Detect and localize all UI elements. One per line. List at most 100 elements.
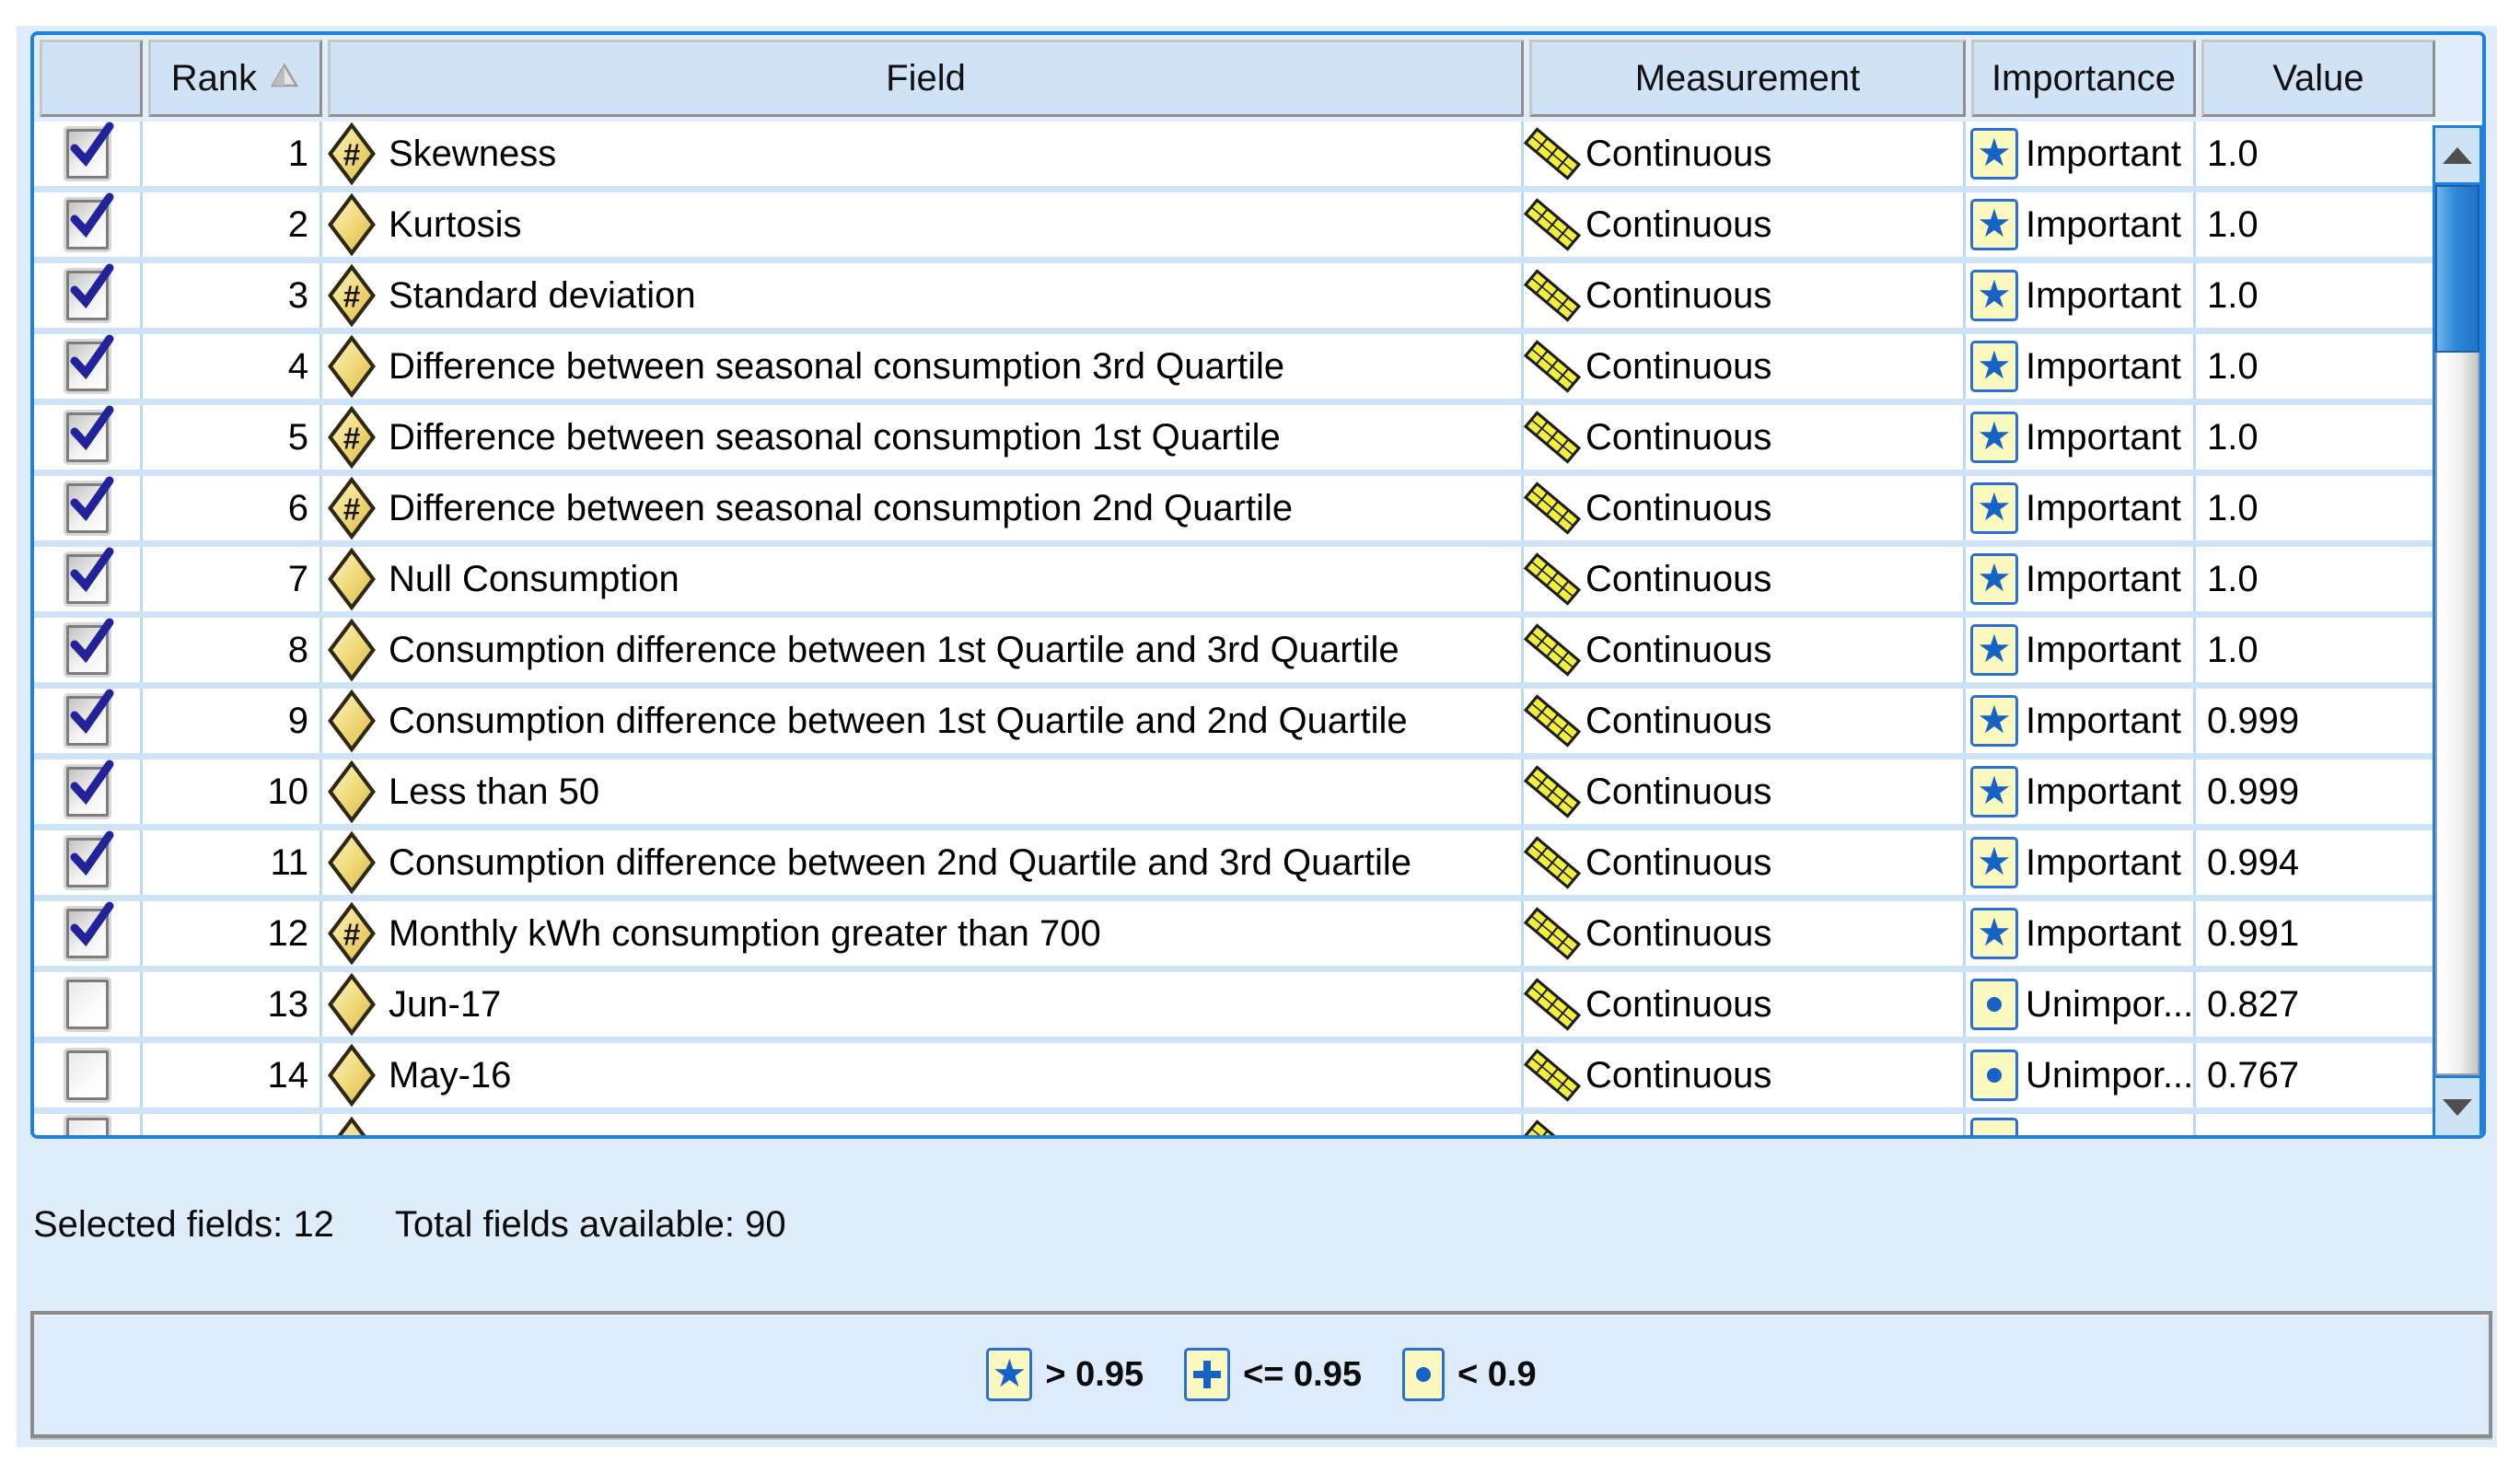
scroll-down-button[interactable] (2435, 1075, 2479, 1135)
checkmark-icon (70, 901, 113, 947)
rank-value: 2 (287, 203, 308, 245)
measurement-cell: Continuous (1523, 476, 1966, 540)
importance-value: Important (2026, 487, 2181, 528)
table-row[interactable]: 9 Consumption difference between 1st Qua… (34, 689, 2482, 760)
importance-value: Unimpor... (2026, 983, 2193, 1025)
rank-value: 14 (267, 1054, 309, 1096)
row-checkbox[interactable] (65, 263, 113, 320)
header-select-column[interactable] (40, 40, 143, 117)
value-number: 1.0 (2207, 416, 2259, 458)
rank-cell: 6 (143, 476, 322, 540)
rank-value: 7 (287, 558, 308, 599)
importance-cell (1966, 1114, 2196, 1135)
continuous-ruler-icon (1523, 480, 1582, 537)
table-row[interactable]: 6 # Difference between seasonal consumpt… (34, 476, 2482, 547)
scrollbar-track[interactable] (2435, 353, 2479, 1075)
field-cell: Consumption difference between 2nd Quart… (322, 830, 1524, 895)
importance-badge-icon: ★ (1970, 482, 2018, 534)
select-cell (34, 1114, 143, 1135)
scroll-up-button[interactable] (2435, 128, 2479, 185)
field-cell: # Monthly kWh consumption greater than 7… (322, 901, 1524, 966)
row-checkbox[interactable] (65, 476, 113, 533)
importance-badge-icon (1970, 1118, 2018, 1135)
table-row[interactable]: 3 # Standard deviation Continuous ★ Impo… (34, 263, 2482, 334)
rank-value: 12 (267, 912, 309, 954)
header-importance-column[interactable]: Importance (1971, 40, 2196, 117)
select-cell (34, 334, 143, 399)
table-row[interactable]: 11 Consumption difference between 2nd Qu… (34, 830, 2482, 901)
importance-cell: ★ Important (1966, 618, 2196, 682)
importance-value: Unimpor... (2026, 1054, 2193, 1096)
svg-text:#: # (343, 279, 360, 313)
row-checkbox[interactable] (65, 689, 113, 746)
field-cell: Consumption difference between 1st Quart… (322, 618, 1524, 682)
measurement-cell: Continuous (1523, 972, 1966, 1037)
measurement-value: Continuous (1585, 345, 1772, 387)
svg-text:#: # (343, 137, 360, 171)
header-measurement-column[interactable]: Measurement (1529, 40, 1966, 117)
field-name: Standard deviation (389, 274, 696, 316)
row-checkbox[interactable] (65, 1050, 109, 1100)
table-row[interactable]: 1 # Skewness Continuous ★ Important 1.0 (34, 122, 2482, 192)
checkmark-icon (70, 334, 113, 380)
checkmark-icon (70, 689, 113, 735)
continuous-ruler-icon (1523, 267, 1582, 324)
continuous-ruler-icon (1523, 621, 1582, 679)
importance-cell: ★ Important (1966, 901, 2196, 966)
table-row[interactable]: 7 Null Consumption Continuous ★ Importan… (34, 547, 2482, 618)
legend-item-marginal: <= 0.95 (1184, 1348, 1362, 1401)
importance-cell: ★ Important (1966, 263, 2196, 328)
importance-cell: ★ Important (1966, 192, 2196, 257)
table-row[interactable]: 5 # Difference between seasonal consumpt… (34, 405, 2482, 476)
table-row[interactable] (34, 1114, 2482, 1135)
select-cell (34, 122, 143, 186)
scrollbar-thumb[interactable] (2435, 185, 2479, 353)
value-number: 1.0 (2207, 133, 2259, 174)
row-checkbox[interactable] (65, 122, 113, 179)
row-checkbox[interactable] (65, 547, 113, 604)
importance-cell: ★ Important (1966, 760, 2196, 824)
field-diamond-icon (326, 760, 377, 824)
value-cell: 0.827 (2196, 972, 2482, 1037)
table-row[interactable]: 4 Difference between seasonal consumptio… (34, 334, 2482, 405)
dot-icon (1987, 997, 2002, 1012)
value-number: 1.0 (2207, 345, 2259, 387)
row-checkbox[interactable] (65, 830, 113, 887)
rank-value: 10 (267, 771, 309, 812)
row-checkbox[interactable] (65, 1118, 109, 1135)
header-field-column[interactable]: Field (328, 40, 1524, 117)
importance-value: Important (2026, 700, 2181, 741)
value-number: 1.0 (2207, 274, 2259, 316)
measurement-cell: Continuous (1523, 760, 1966, 824)
measurement-value: Continuous (1585, 629, 1772, 670)
select-cell (34, 405, 143, 470)
vertical-scrollbar[interactable] (2433, 125, 2482, 1135)
header-value-column[interactable]: Value (2201, 40, 2435, 117)
field-name: Jun-17 (389, 983, 502, 1025)
table-row[interactable]: 13 Jun-17 Continuous Unimpor... 0.827 (34, 972, 2482, 1043)
row-checkbox[interactable] (65, 618, 113, 675)
field-diamond-icon (326, 334, 377, 399)
legend-item-unimportant: < 0.9 (1402, 1348, 1537, 1401)
row-checkbox[interactable] (65, 760, 113, 817)
select-cell (34, 476, 143, 540)
row-checkbox[interactable] (65, 980, 109, 1029)
row-checkbox[interactable] (65, 334, 113, 391)
field-name: Monthly kWh consumption greater than 700 (389, 912, 1101, 954)
row-checkbox[interactable] (65, 405, 113, 462)
table-row[interactable]: 12 # Monthly kWh consumption greater tha… (34, 901, 2482, 972)
select-cell (34, 618, 143, 682)
rank-value: 11 (270, 841, 308, 883)
value-number: 1.0 (2207, 203, 2259, 245)
importance-cell: ★ Important (1966, 476, 2196, 540)
table-row[interactable]: 14 May-16 Continuous Unimpor... 0.767 (34, 1043, 2482, 1114)
header-rank-column[interactable]: Rank (148, 40, 322, 117)
table-row[interactable]: 10 Less than 50 Continuous ★ Important 0… (34, 760, 2482, 830)
star-icon: ★ (1977, 412, 2012, 458)
star-badge-icon: ★ (986, 1348, 1033, 1401)
table-row[interactable]: 8 Consumption difference between 1st Qua… (34, 618, 2482, 689)
table-row[interactable]: 2 Kurtosis Continuous ★ Important 1.0 (34, 192, 2482, 263)
row-checkbox[interactable] (65, 901, 113, 958)
value-cell: 1.0 (2196, 122, 2482, 186)
row-checkbox[interactable] (65, 192, 113, 249)
